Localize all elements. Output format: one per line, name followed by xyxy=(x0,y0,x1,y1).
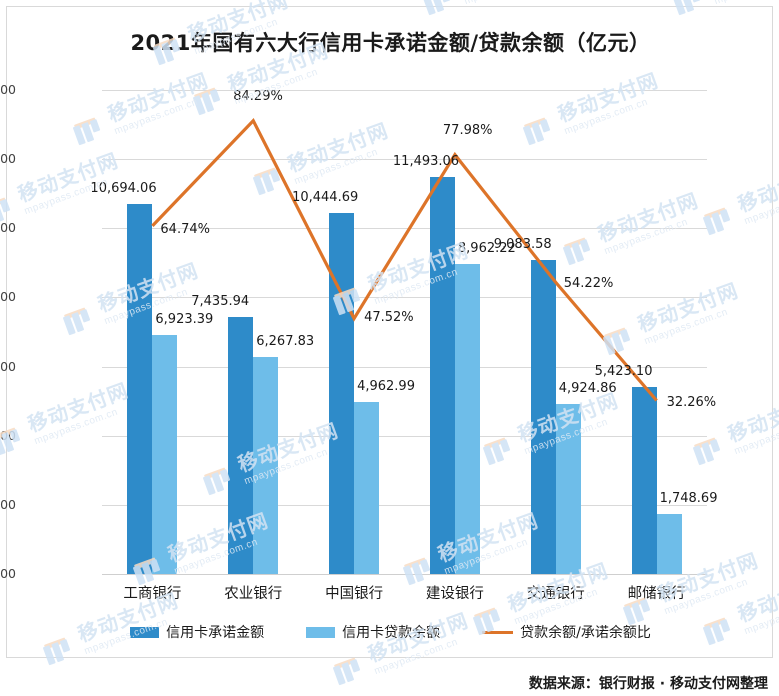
legend-line-swatch xyxy=(482,630,514,634)
legend-item[interactable]: 信用卡承诺金额 xyxy=(130,622,264,642)
y-axis-tick-left: 10,000.00 xyxy=(0,220,16,236)
plot-area: 14,000.00 12,000.00 10,000.00 8,000.00 6,000… xyxy=(0,82,717,581)
x-axis-category-label: 建设银行 xyxy=(425,586,484,602)
legend-item[interactable]: 信用卡贷款余额 xyxy=(306,622,440,642)
chart-container: 2021年国有六大行信用卡承诺金额/贷款余额（亿元） 14,000.00 12,0… xyxy=(0,6,774,692)
y-axis-tick-left: 12,000.00 xyxy=(0,151,16,167)
bar-value-label-commitment: 11,493.06 xyxy=(392,153,460,169)
y-axis-tick-left: 0.00 xyxy=(0,566,16,581)
bar-value-label-loan: 4,962.99 xyxy=(357,379,415,395)
gridline xyxy=(102,159,707,161)
x-axis-category-label: 工商银行 xyxy=(123,586,182,602)
line-value-label-ratio: 54.22% xyxy=(563,276,614,292)
y-axis-tick-left: 14,000.00 xyxy=(0,82,16,97)
bar-value-label-commitment: 10,694.06 xyxy=(90,181,157,197)
x-axis-category-label: 中国银行 xyxy=(325,586,384,602)
chart-title: 2021年国有六大行信用卡承诺金额/贷款余额（亿元） xyxy=(130,31,651,55)
bar-loan-balance[interactable] xyxy=(656,513,682,574)
bar-loan-balance[interactable] xyxy=(152,334,178,574)
gridline xyxy=(102,90,707,91)
gridline xyxy=(102,366,707,368)
gridline xyxy=(102,435,707,437)
legend-label: 贷款余额/承诺余额比 xyxy=(520,625,651,641)
legend-label: 信用卡承诺金额 xyxy=(166,625,265,641)
bar-value-label-loan: 8,962.22 xyxy=(457,241,516,257)
legend-item[interactable]: 贷款余额/承诺余额比 xyxy=(482,622,651,642)
x-axis-category-label: 邮储银行 xyxy=(627,586,686,602)
bar-loan-balance[interactable] xyxy=(354,402,380,574)
chart-footer-source: 数据来源：银行财报 · 移动支付网整理 xyxy=(528,676,768,692)
bar-value-label-loan: 1,748.69 xyxy=(659,490,718,506)
ratio-line[interactable] xyxy=(151,117,658,402)
bar-value-label-commitment: 5,423.10 xyxy=(594,363,653,379)
y-axis-tick-left: 6,000.00 xyxy=(0,358,16,374)
chart-legend: 信用卡承诺金额 信用卡贷款余额 贷款余额/承诺余额比 xyxy=(7,622,774,642)
x-axis-category-label: 农业银行 xyxy=(224,586,283,602)
legend-color-swatch xyxy=(130,626,160,638)
ratio-line-series xyxy=(151,117,658,402)
bar-commitment-amount[interactable] xyxy=(429,176,455,574)
line-value-label-ratio: 77.98% xyxy=(442,122,493,138)
bar-loan-balance[interactable] xyxy=(454,264,480,574)
bar-commitment-amount[interactable] xyxy=(127,204,153,574)
bar-loan-balance[interactable] xyxy=(555,403,581,574)
y-axis-tick-left: 8,000.00 xyxy=(0,289,16,305)
line-value-label-ratio: 32.26% xyxy=(666,394,717,410)
bar-value-label-loan: 4,924.86 xyxy=(558,380,617,396)
y-axis-tick-left: 2,000.00 xyxy=(0,496,16,512)
bar-value-label-commitment: 7,435.94 xyxy=(191,293,250,309)
bar-value-label-loan: 6,923.39 xyxy=(155,311,214,327)
line-value-label-ratio: 47.52% xyxy=(364,310,414,326)
bar-commitment-amount[interactable] xyxy=(228,316,254,574)
gridline xyxy=(102,504,707,506)
gridline xyxy=(102,228,707,230)
bar-commitment-amount[interactable] xyxy=(329,212,355,574)
legend-color-swatch xyxy=(306,626,336,638)
y-axis-tick-left: 4,000.00 xyxy=(0,427,16,443)
bar-value-label-commitment: 9,083.58 xyxy=(493,236,552,252)
x-axis-category-label: 交通银行 xyxy=(526,586,585,602)
bar-loan-balance[interactable] xyxy=(253,357,279,574)
bar-commitment-amount[interactable] xyxy=(631,386,657,574)
line-value-label-ratio: 64.74% xyxy=(160,221,210,237)
line-value-label-ratio: 84.29% xyxy=(233,88,283,104)
bar-commitment-amount[interactable] xyxy=(530,259,556,574)
legend-label: 信用卡贷款余额 xyxy=(342,625,441,641)
x-axis-line xyxy=(102,574,707,575)
bar-value-label-commitment: 10,444.69 xyxy=(292,189,359,205)
gridline xyxy=(102,297,707,299)
bar-value-label-loan: 6,267.83 xyxy=(256,334,315,350)
